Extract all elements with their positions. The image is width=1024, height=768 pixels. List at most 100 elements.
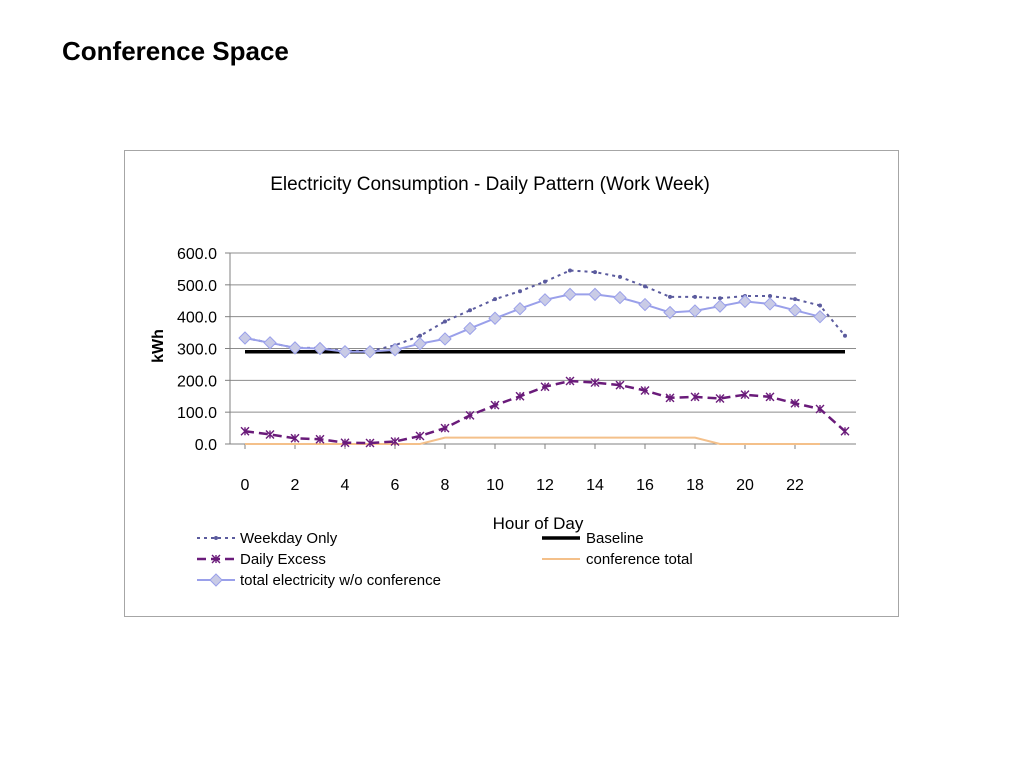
series-line <box>244 293 821 353</box>
chart-frame <box>124 150 899 617</box>
data-point-dot <box>568 268 572 273</box>
data-point-diamond <box>538 293 552 307</box>
legend-label: conference total <box>586 551 693 568</box>
data-point-star <box>465 410 475 420</box>
series-line <box>245 436 820 445</box>
data-point-diamond <box>563 287 577 302</box>
y-tick-labels: 0.0 100.0 200.0 300.0 400.0 500.0 600.0 <box>177 246 217 454</box>
data-point-star <box>765 392 775 402</box>
data-point-diamond <box>413 337 427 351</box>
series-weekday-only <box>243 268 847 354</box>
y-tick-label: 600.0 <box>177 246 217 263</box>
data-point-dot <box>768 293 772 298</box>
x-tick-label: 22 <box>786 477 804 494</box>
data-point-star <box>815 404 825 414</box>
data-point-star <box>240 426 250 436</box>
data-point-star <box>840 426 850 436</box>
series-daily-excess <box>240 376 850 448</box>
data-point-dot <box>843 333 847 338</box>
x-axis-label: Hour of Day <box>493 514 584 533</box>
data-point-diamond <box>209 573 223 587</box>
legend-label: total electricity w/o conference <box>240 572 441 589</box>
data-point-diamond <box>663 305 677 320</box>
slide-title: Conference Space <box>62 36 289 66</box>
data-point-diamond <box>338 344 352 359</box>
legend-item: Baseline <box>542 530 644 547</box>
data-point-diamond <box>288 341 302 355</box>
data-point-star <box>265 429 275 439</box>
data-point-dot <box>493 297 497 302</box>
legend-label: Daily Excess <box>240 551 326 568</box>
x-tick-label: 4 <box>341 477 350 494</box>
data-point-diamond <box>763 297 777 311</box>
x-tick-label: 20 <box>736 477 754 494</box>
data-point-dot <box>618 274 622 279</box>
data-point-star <box>490 400 500 410</box>
x-tick-label: 8 <box>441 477 450 494</box>
y-tick-label: 100.0 <box>177 405 217 422</box>
data-point-diamond <box>788 303 802 318</box>
data-point-star <box>365 438 375 448</box>
data-point-star <box>211 554 221 564</box>
data-point-diamond <box>438 332 452 346</box>
x-tick-label: 6 <box>391 477 400 494</box>
data-point-dot <box>418 333 422 338</box>
data-point-star <box>440 423 450 433</box>
data-point-dot <box>693 294 697 299</box>
x-tick-label: 18 <box>686 477 704 494</box>
y-axis-label: kWh <box>150 329 167 363</box>
y-tick-label: 0.0 <box>195 437 217 454</box>
data-point-diamond <box>488 311 502 325</box>
data-point-star <box>390 436 400 446</box>
data-point-diamond <box>638 297 652 312</box>
data-point-star <box>615 380 625 390</box>
data-point-diamond <box>313 341 327 356</box>
data-point-dot <box>818 303 822 308</box>
data-point-star <box>290 433 300 443</box>
chart-title: Electricity Consumption - Daily Pattern … <box>270 174 710 195</box>
data-point-star <box>640 386 650 396</box>
x-tick-label: 14 <box>586 477 604 494</box>
legend-item: conference total <box>542 551 693 568</box>
data-point-diamond <box>513 302 527 316</box>
legend: Weekday Only Daily Excess total electricit… <box>197 530 693 589</box>
data-point-diamond <box>588 287 602 302</box>
data-point-dot <box>518 289 522 294</box>
y-tick-label: 200.0 <box>177 373 217 390</box>
data-point-dot <box>468 308 472 313</box>
data-point-diamond <box>388 343 402 357</box>
legend-item: total electricity w/o conference <box>197 572 441 589</box>
x-tick-label: 2 <box>291 477 300 494</box>
legend-label: Weekday Only <box>240 530 338 547</box>
data-point-star <box>790 398 800 408</box>
data-point-star <box>515 391 525 401</box>
x-tick-label: 10 <box>486 477 504 494</box>
x-tick-label: 0 <box>241 477 250 494</box>
series-conference-total <box>245 436 820 445</box>
data-point-diamond <box>363 344 377 359</box>
data-point-star <box>665 393 675 403</box>
data-point-diamond <box>463 321 477 336</box>
y-tick-label: 500.0 <box>177 278 217 295</box>
data-point-star <box>315 434 325 444</box>
data-point-diamond <box>263 336 277 350</box>
data-point-star <box>590 378 600 388</box>
data-point-diamond <box>688 304 702 318</box>
series-lines <box>238 268 850 448</box>
data-point-dot <box>643 284 647 289</box>
data-point-dot <box>793 297 797 302</box>
data-point-diamond <box>738 294 752 309</box>
data-point-star <box>540 382 550 392</box>
x-tick-label: 12 <box>536 477 554 494</box>
data-point-diamond <box>613 290 627 305</box>
data-point-dot <box>593 270 597 275</box>
legend-item: Weekday Only <box>197 530 338 547</box>
data-point-dot <box>718 296 722 301</box>
data-point-star <box>690 392 700 402</box>
y-tick-label: 400.0 <box>177 310 217 327</box>
series-total-electricity-w-o-conference <box>238 287 827 359</box>
data-point-dot <box>214 536 218 540</box>
data-point-star <box>565 376 575 386</box>
data-point-star <box>740 390 750 400</box>
